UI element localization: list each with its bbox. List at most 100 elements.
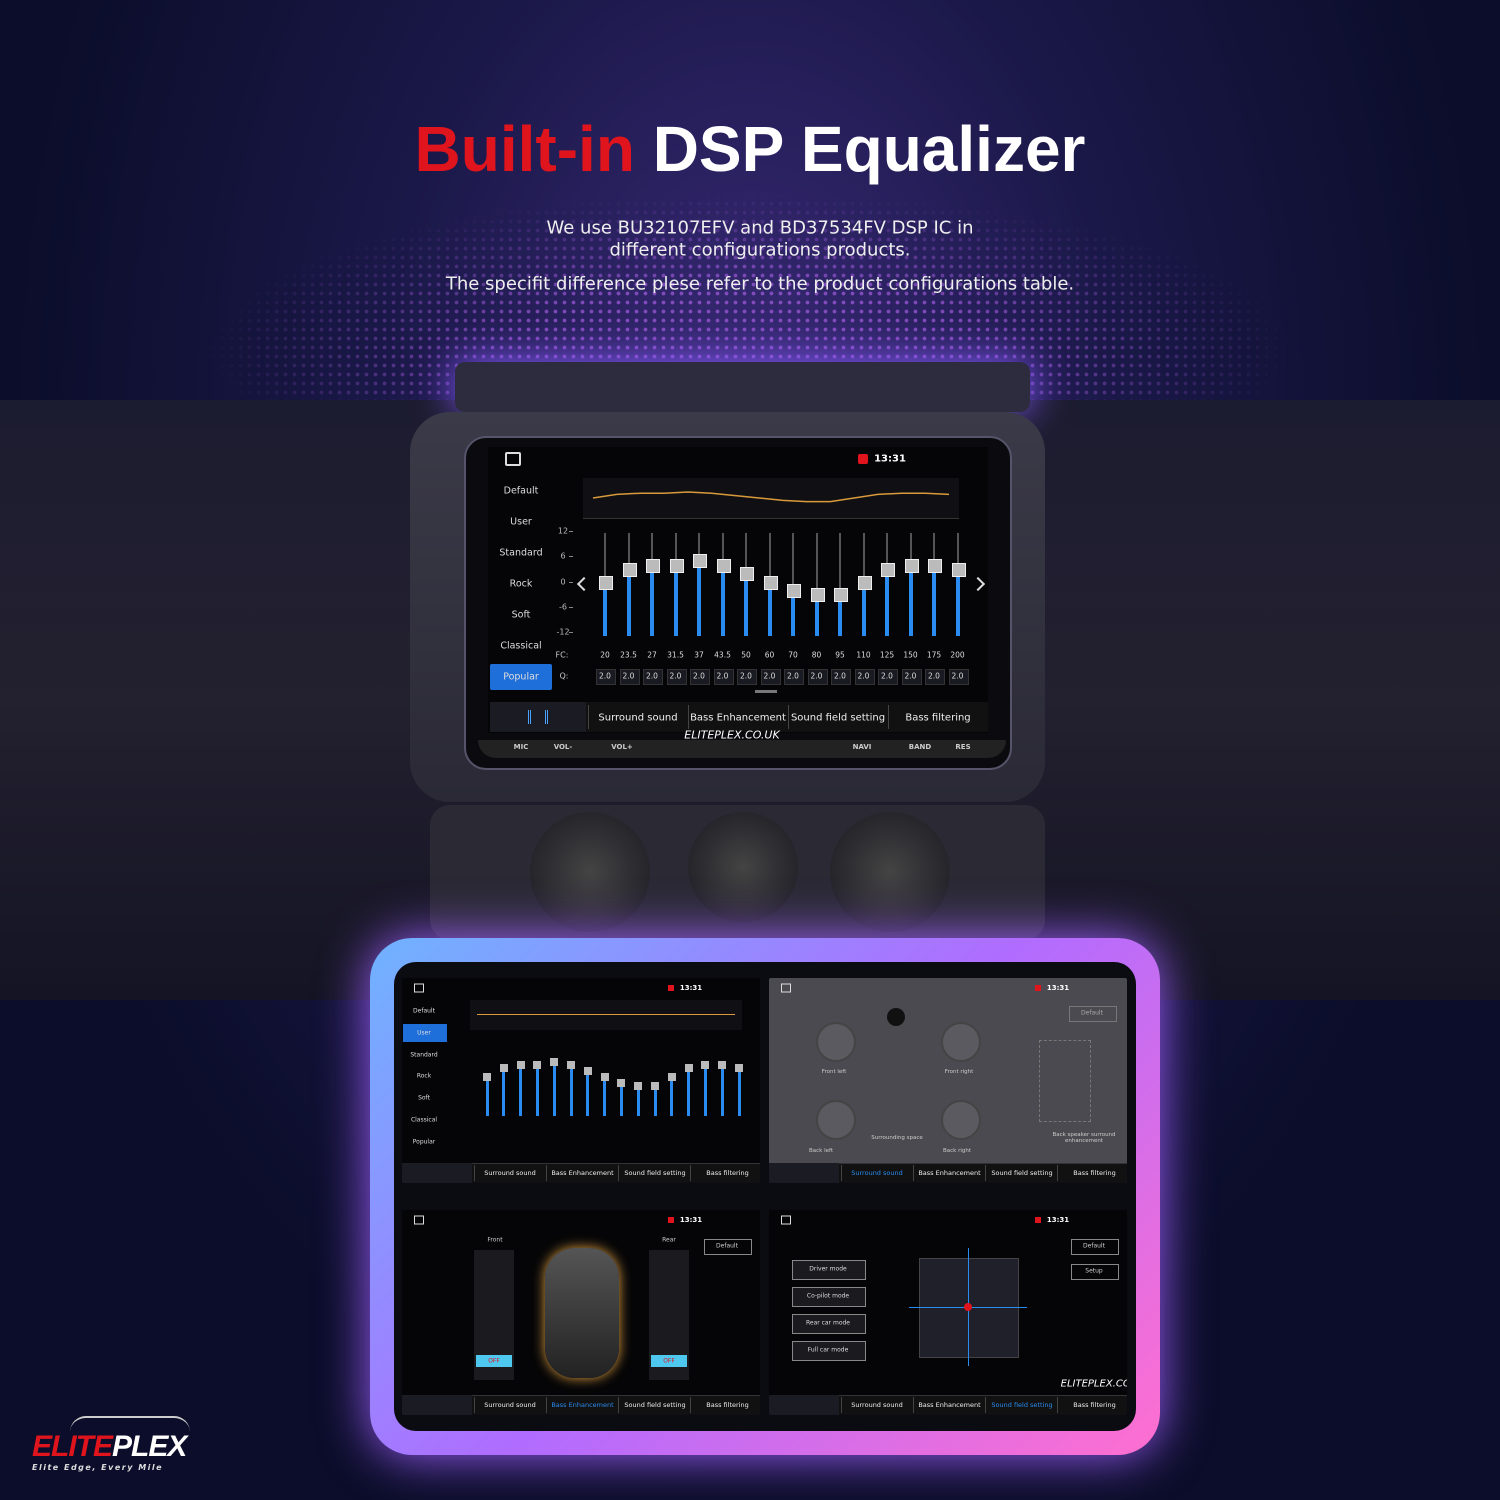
hardware-button: MIC — [513, 743, 529, 751]
tab: Sound field setting — [991, 1401, 1053, 1409]
panel: 13:31 Surround sound Bass Enhancement Sound… — [402, 978, 760, 1183]
tab: Sound field setting — [624, 1401, 686, 1409]
slider-knob — [567, 1060, 575, 1069]
slider-knob — [646, 558, 660, 573]
preset: Classical — [500, 640, 542, 652]
q-box — [854, 669, 875, 685]
q-value: 2.0 — [622, 671, 635, 681]
preset: Soft — [418, 1094, 430, 1102]
preset: User — [417, 1029, 431, 1037]
tab-bar — [769, 1163, 1127, 1183]
slider-knob — [622, 562, 637, 577]
slider-knob — [693, 554, 707, 569]
home-icon — [505, 452, 521, 466]
tab: Bass filtering — [706, 1169, 749, 1177]
tab: Surround sound — [851, 1401, 903, 1409]
speaker-label: Surrounding space — [871, 1135, 923, 1141]
preset-selected — [403, 1023, 447, 1042]
hardware-button: RES — [955, 743, 971, 751]
tab-divider — [618, 1165, 619, 1181]
slider-fill — [932, 564, 936, 636]
setup-label: Setup — [1085, 1267, 1103, 1275]
speaker-knob — [941, 1100, 981, 1140]
preset: Rock — [416, 1072, 432, 1080]
slider-fill — [636, 1086, 640, 1116]
slider-fill — [791, 589, 795, 636]
hardware-button: BAND — [908, 743, 932, 751]
q-value: 2.0 — [740, 671, 752, 681]
tick-mark — [569, 632, 573, 633]
tab-divider — [546, 1397, 547, 1413]
mode-button — [792, 1287, 866, 1307]
top-shelf — [455, 362, 1030, 412]
rear-label: Rear — [662, 1236, 676, 1244]
slider-knob — [834, 588, 848, 603]
slider-knob — [483, 1073, 491, 1081]
tick-mark — [569, 531, 573, 532]
knob — [688, 812, 798, 922]
q-box — [690, 669, 710, 685]
default-label: Default — [1081, 1009, 1103, 1017]
title-rest: DSP Equalizer — [652, 113, 1086, 185]
fc-value: 50 — [741, 650, 751, 660]
q-box — [596, 669, 616, 685]
tab-bar — [769, 1395, 1127, 1415]
fc-value: 150 — [903, 650, 918, 660]
slider-knob — [718, 1060, 727, 1069]
slider-knob — [735, 1063, 743, 1072]
time: 13:31 — [679, 984, 703, 992]
slider-fill — [814, 594, 819, 636]
q-value: 2.0 — [834, 671, 846, 681]
tab-divider — [913, 1397, 914, 1413]
panel: 13:31 Surround sound Bass Enhancement Sound… — [769, 1210, 1127, 1415]
preset: Soft — [511, 609, 531, 621]
fader — [1039, 1040, 1091, 1122]
q-value: 2.0 — [599, 671, 611, 681]
slider-knob — [951, 562, 966, 577]
preset: Popular — [412, 1138, 436, 1146]
slider-fill — [673, 564, 678, 636]
mode-label: Driver mode — [809, 1265, 847, 1273]
eq-tab-icon — [402, 1163, 472, 1183]
fc-value: 23.5 — [620, 650, 637, 660]
curve-strip — [470, 1000, 742, 1030]
mode-label: Rear car mode — [805, 1319, 851, 1327]
q-box — [878, 669, 898, 685]
fader-off — [651, 1355, 687, 1367]
q-box — [666, 669, 687, 685]
slider-fill — [586, 1070, 590, 1116]
q-value: 2.0 — [810, 671, 823, 681]
home-icon — [781, 1215, 791, 1225]
q-box — [737, 669, 757, 685]
default-label: Default — [716, 1242, 738, 1250]
tab-divider — [688, 705, 689, 729]
subtitle-line: different configurations products. — [609, 239, 911, 261]
hardware-button: VOL- — [553, 743, 573, 751]
slider-knob — [904, 558, 919, 573]
tab-divider — [690, 1165, 691, 1181]
slider-knob — [928, 558, 942, 573]
title-highlight: Built-in — [414, 113, 635, 185]
y-tick-label: 12 — [557, 526, 569, 536]
fc-value: 95 — [835, 650, 845, 660]
tab-divider — [474, 1165, 475, 1181]
preset: Standard — [499, 547, 543, 559]
home-icon — [414, 983, 424, 993]
watermark: ELITEPLEX.CO.UK — [684, 728, 780, 742]
subtitle-line: The specifit difference plese refer to t… — [445, 273, 1075, 295]
panel: 13:31 Surround sound Bass Enhancement Sound… — [769, 978, 1127, 1183]
slider-fill — [687, 1067, 691, 1116]
slider-knob — [740, 567, 754, 582]
tick-mark — [569, 556, 573, 558]
slider-knob — [810, 588, 825, 603]
fc-value: 200 — [950, 650, 965, 660]
q-value: 2.0 — [693, 671, 705, 681]
fc-value: 31.5 — [667, 650, 684, 660]
q-value: 2.0 — [857, 671, 870, 681]
curve-line — [477, 1014, 735, 1015]
tab: Surround sound — [851, 1169, 903, 1177]
preset: Rock — [509, 578, 533, 590]
eq-tab-icon — [490, 702, 586, 732]
tab: Bass Enhancement — [551, 1169, 614, 1177]
speaker-label: Front left — [821, 1069, 847, 1075]
